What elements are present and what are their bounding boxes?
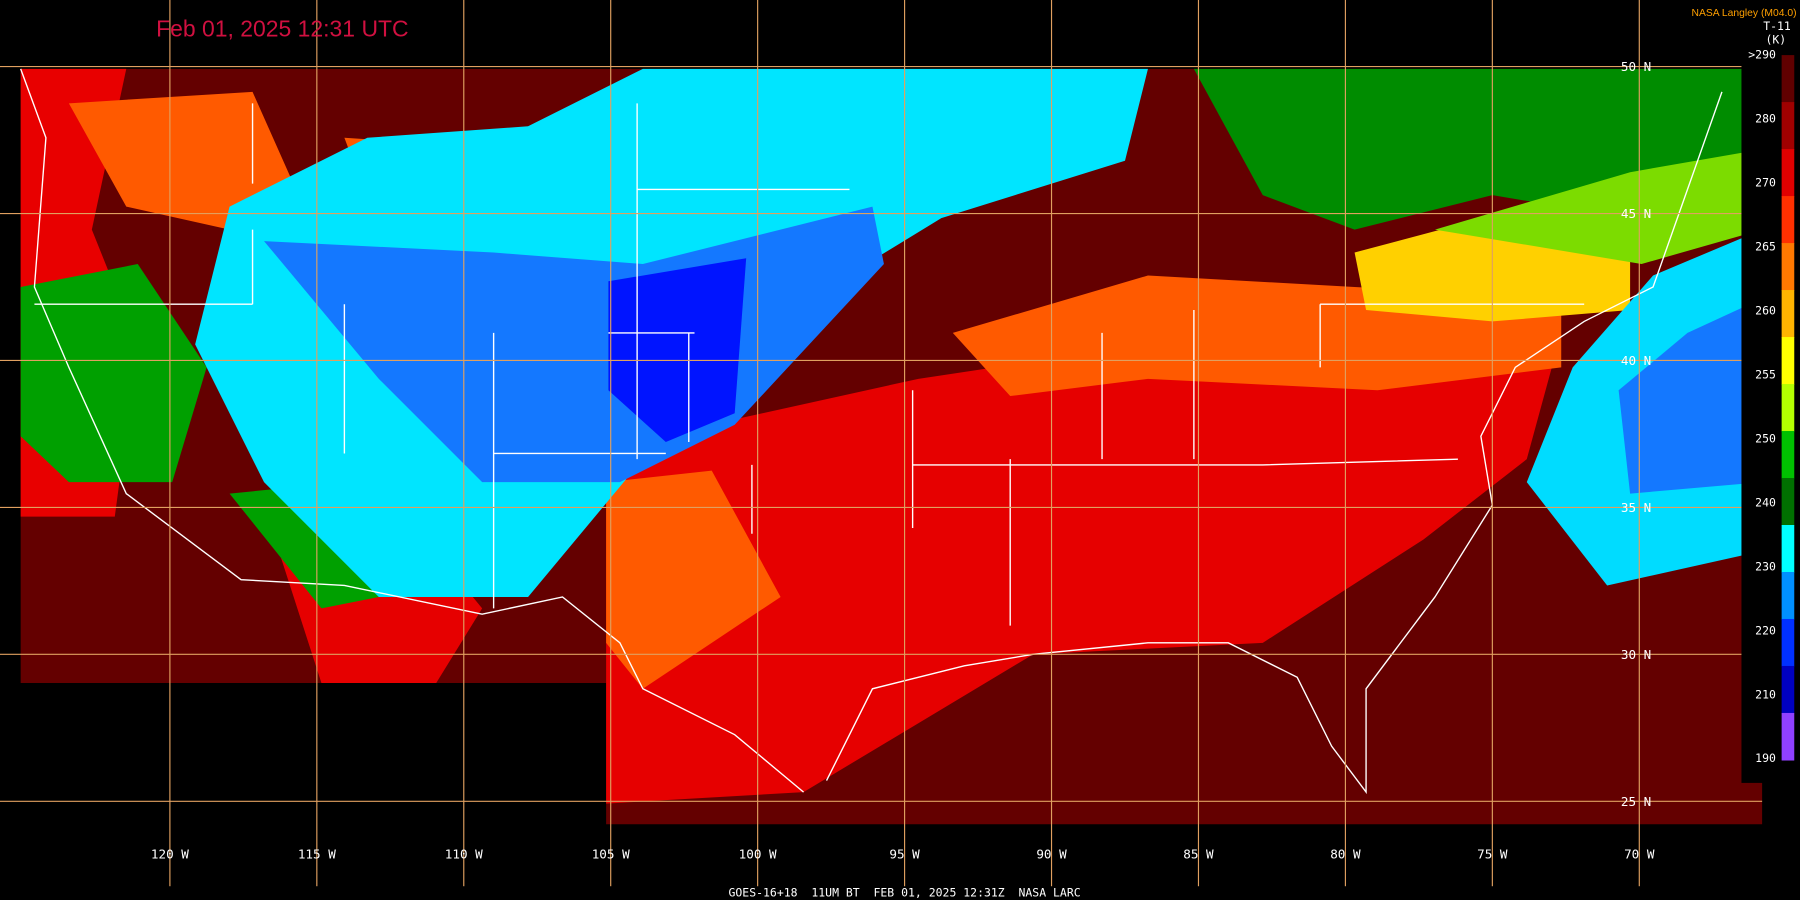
boundaries [20,68,1723,795]
colorbar-swatch [1781,243,1795,291]
blue-region [1618,298,1763,494]
longitude-label: 110 W [445,847,483,862]
colorbar-swatch [1781,196,1795,244]
credit: NASA Langley (M04.0) [1691,8,1796,19]
latitude-label: 40 N [1621,353,1651,368]
imagery [20,68,1763,825]
red-region [606,332,1562,804]
coastline [825,91,1723,795]
unit: (K) [1766,33,1787,47]
graticule [0,0,1763,900]
lime-region [1434,149,1763,265]
longitude-label: 100 W [739,847,777,862]
longitude-label: 115 W [298,847,336,862]
colorbar-label: 210 [1755,687,1776,701]
colorbar-swatch [1781,384,1795,432]
longitude-label: 80 W [1330,847,1361,862]
coastline [20,68,805,793]
colorbar-label: 230 [1755,559,1776,573]
colorbar-label: 280 [1755,112,1776,126]
footer: GOES-16+18 11UM BT FEB 01, 2025 12:31Z N… [729,886,1081,900]
colorbar-swatch [1781,431,1795,479]
colorbar-label: 255 [1755,367,1776,381]
colorbar-label: 270 [1755,175,1776,189]
title: Feb 01, 2025 12:31 UTC [156,16,408,42]
deep-blue-region [608,258,747,442]
longitude-label: 105 W [592,847,630,862]
longitude-label: 75 W [1477,847,1508,862]
latitude-label: 30 N [1621,647,1651,662]
product: T-11 [1763,19,1791,33]
longitude-label: 85 W [1183,847,1214,862]
colorbar-label: 240 [1755,495,1776,509]
state-lines [34,103,1585,626]
colorbar-swatch [1781,525,1795,573]
colorbar-swatch [1781,337,1795,385]
colorbar-label: 220 [1755,623,1776,637]
colorbar-swatch [1781,665,1795,714]
colorbar-swatch [1781,712,1795,761]
latitude-label: 45 N [1621,206,1651,221]
colorbar-label: 265 [1755,239,1776,253]
colorbar-label: >290 [1748,48,1776,62]
footer-strip [0,886,1800,900]
longitude-label: 95 W [889,847,920,862]
colorbar: >290 280 270 265 260 255 250 240 230 220 210 190 [1748,48,1795,765]
colorbar-swatch [1781,478,1795,526]
colorbar-swatch [1781,102,1795,150]
green-region [20,264,379,609]
colorbar-swatch [1781,618,1795,667]
latitude-label: 35 N [1621,500,1651,515]
latitude-lines [0,66,1763,802]
latitude-label: 25 N [1621,794,1651,809]
colorbar-swatch [1781,149,1795,197]
longitude-label: 70 W [1624,847,1655,862]
longitude-label: 90 W [1036,847,1067,862]
longitude-lines [169,0,1640,900]
colorbar-swatch [1781,290,1795,338]
colorbar-swatch [1781,571,1795,620]
colorbar-label: 190 [1755,751,1776,765]
colorbar-swatch [1781,55,1795,103]
latitude-label: 50 N [1621,59,1651,74]
colorbar-label: 250 [1755,431,1776,445]
longitude-label: 120 W [151,847,189,862]
colorbar-label: 260 [1755,303,1776,317]
